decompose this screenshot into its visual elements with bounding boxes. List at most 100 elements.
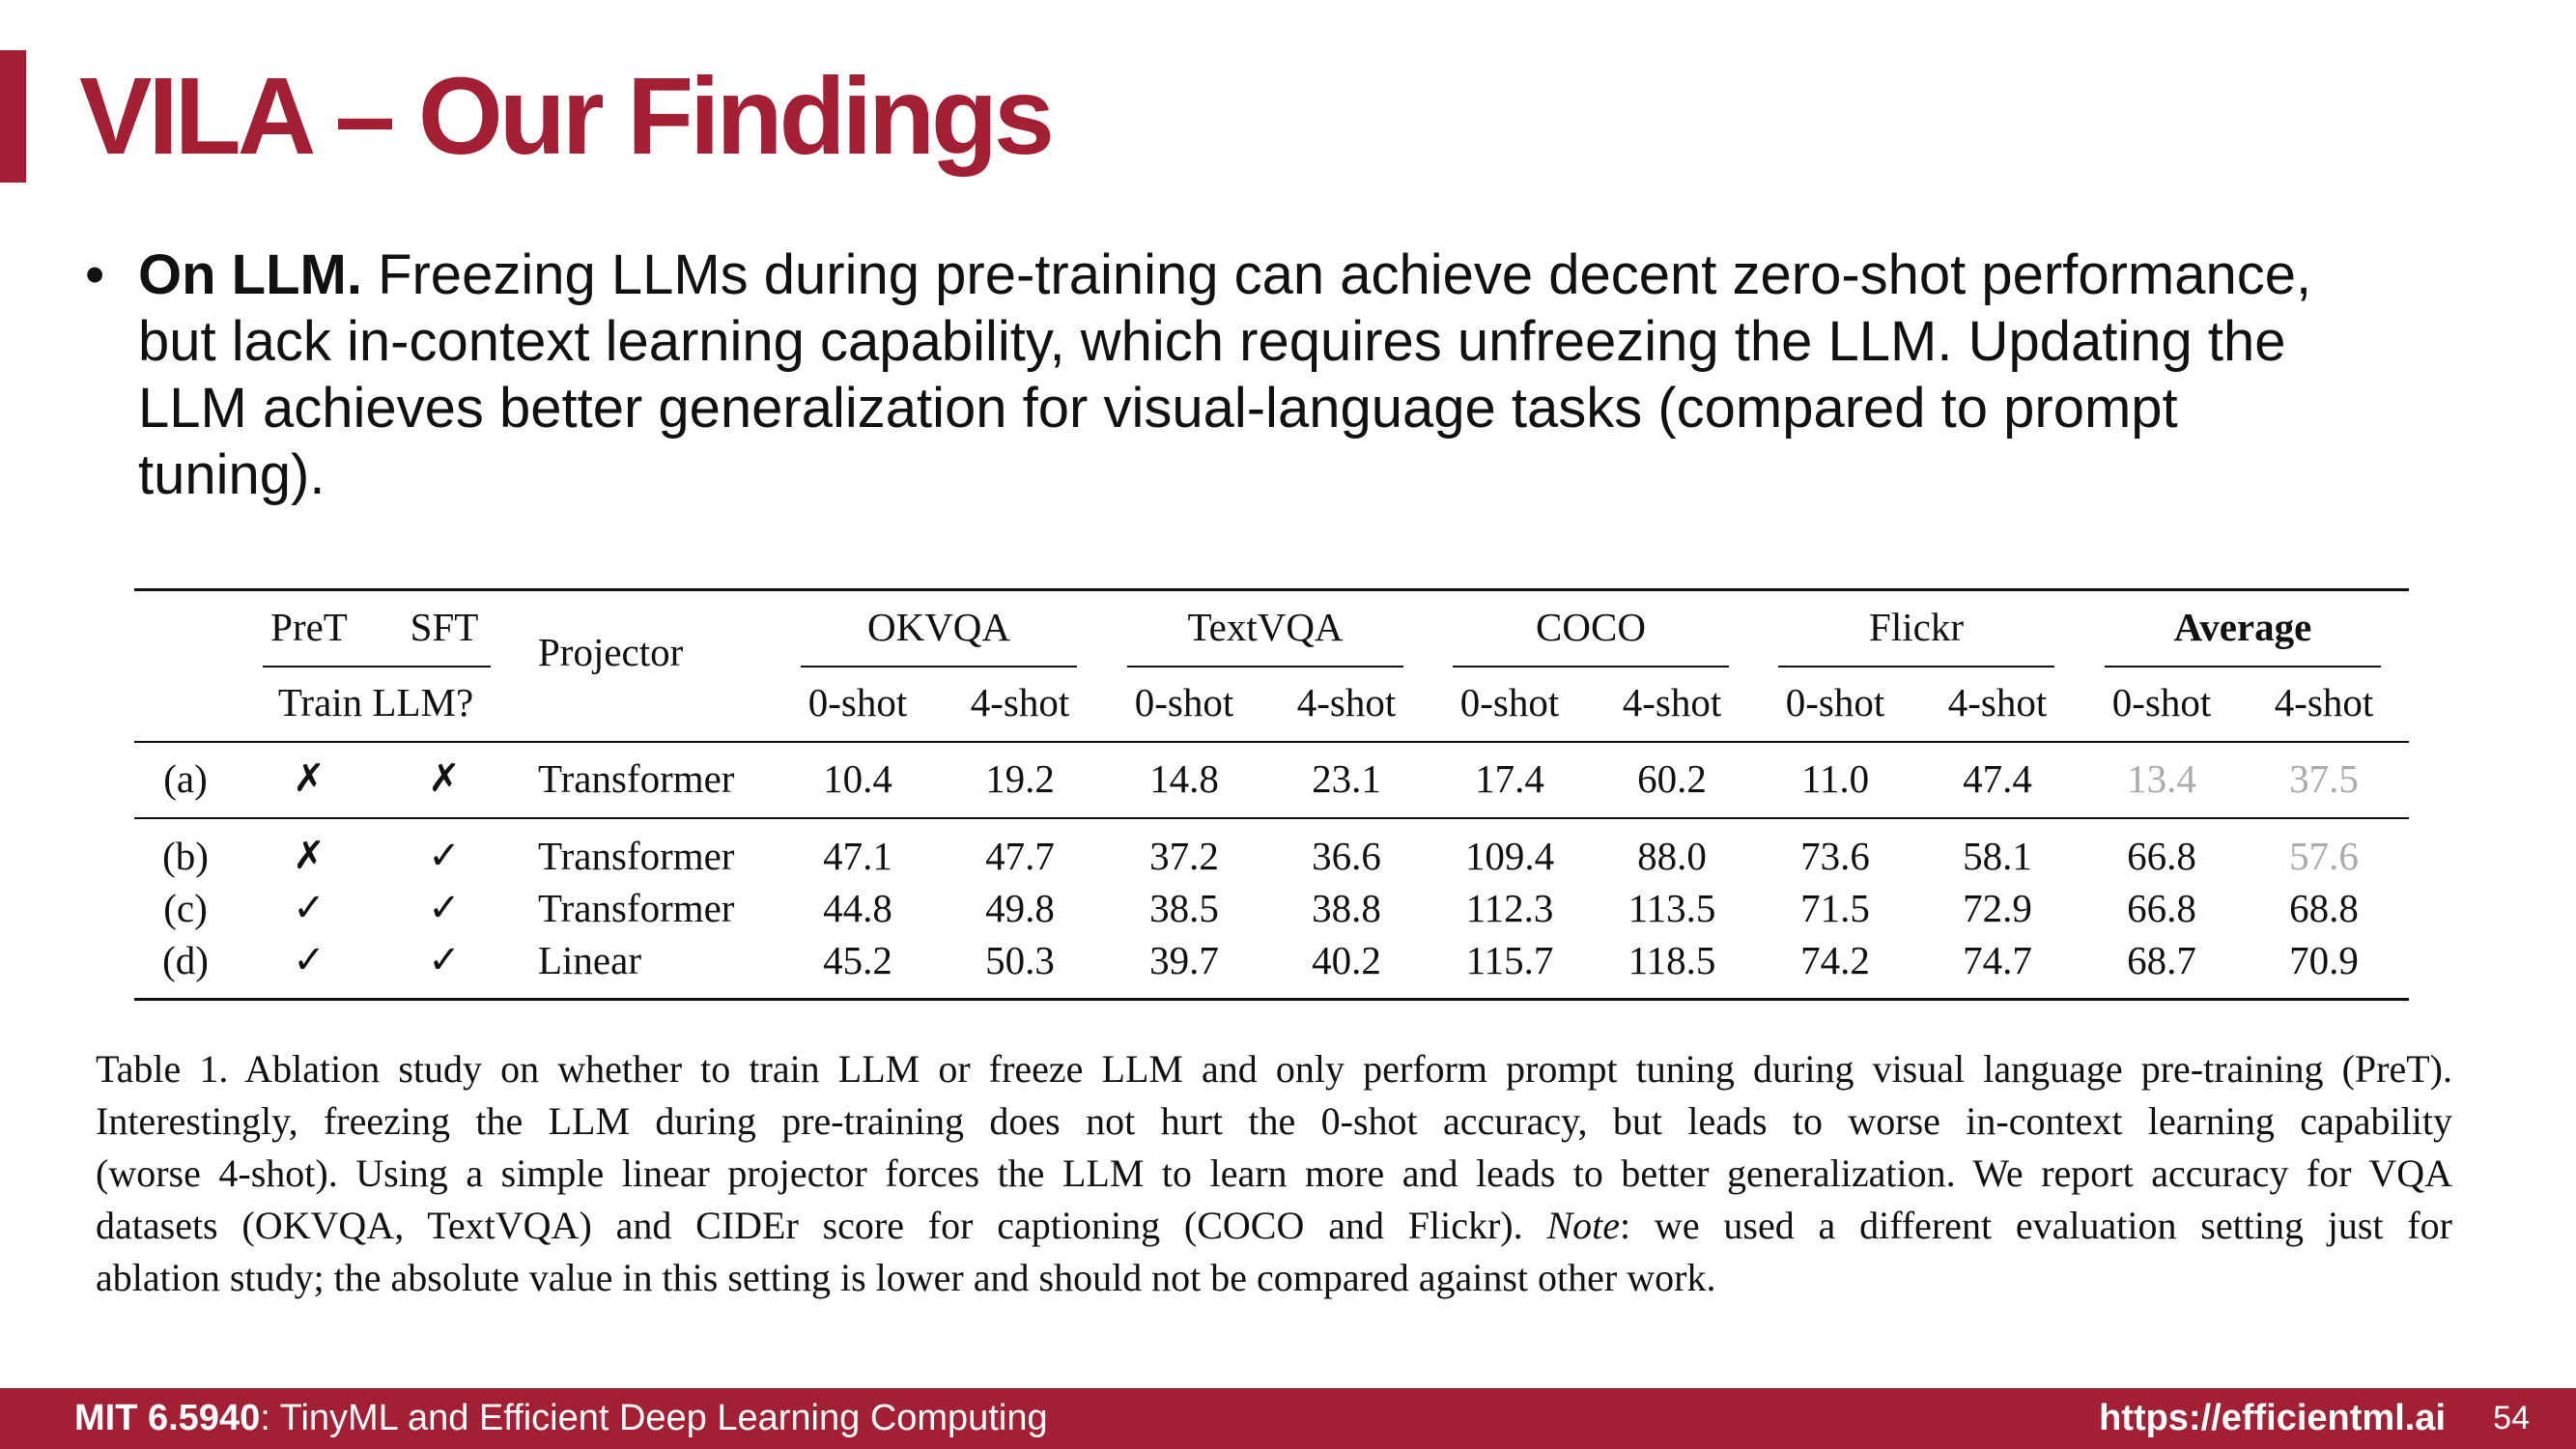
header-group-rule: [1778, 666, 2054, 668]
projector-cell: Transformer: [538, 834, 735, 878]
value-cell: 36.6: [1312, 834, 1381, 878]
pret-mark-icon: ✗: [293, 834, 326, 878]
header-group-1: TextVQA: [1187, 605, 1344, 649]
value-cell: 47.1: [823, 834, 892, 878]
header-group-rule: [2105, 666, 2381, 668]
value-cell: 68.7: [2127, 938, 2196, 982]
bullet-point: • On LLM. Freezing LLMs during pre-train…: [85, 242, 2480, 508]
footer-course: MIT 6.5940: TinyML and Efficient Deep Le…: [74, 1388, 1048, 1449]
value-cell: 57.6: [2289, 834, 2359, 878]
header-shot: 4-shot: [1622, 680, 1722, 724]
sft-mark-icon: ✓: [428, 834, 461, 878]
caption-line-4: datasets (OKVQA, TextVQA) and CIDEr scor…: [96, 1200, 2452, 1252]
value-cell: 11.0: [1800, 756, 1870, 801]
slide-title: VILA – Our Findings: [79, 55, 1055, 177]
header-group-rule: [1127, 666, 1403, 668]
sft-mark-icon: ✓: [428, 938, 461, 982]
header-shot: 4-shot: [1296, 680, 1397, 724]
footer-course-name: : TinyML and Efficient Deep Learning Com…: [260, 1398, 1048, 1438]
title-accent-bar: [0, 50, 26, 183]
page-number: 54: [2493, 1400, 2530, 1436]
caption-line-3: (worse 4-shot). Using a simple linear pr…: [96, 1151, 2452, 1195]
header-shot: 4-shot: [1947, 680, 2048, 724]
value-cell: 45.2: [823, 938, 892, 982]
caption-line-4-post: : we used a different evaluation setting…: [1620, 1204, 2453, 1247]
value-cell: 40.2: [1312, 938, 1381, 982]
pret-mark-icon: ✓: [293, 886, 326, 930]
header-pret-sft-rule: [263, 666, 491, 668]
footer-course-code: MIT 6.5940: [74, 1398, 261, 1438]
sft-mark-icon: ✗: [428, 756, 461, 801]
value-cell: 38.5: [1149, 886, 1219, 930]
bullet-dot-icon: •: [85, 243, 105, 306]
header-projector: Projector: [538, 630, 684, 674]
header-group-3: Flickr: [1869, 605, 1964, 649]
pret-mark-icon: ✗: [293, 756, 326, 801]
projector-cell: Linear: [538, 938, 641, 982]
bullet-line-2: but lack in-context learning capability,…: [138, 310, 2286, 373]
footer-bar: MIT 6.5940: TinyML and Efficient Deep Le…: [0, 1388, 2576, 1449]
value-cell: 74.2: [1800, 938, 1870, 982]
ablation-table: PreT SFT Train LLM? Projector OKVQA 0-sho…: [134, 588, 2409, 1001]
row-id: (d): [162, 938, 209, 982]
header-group-4: Average: [2173, 605, 2312, 649]
projector-cell: Transformer: [538, 756, 735, 801]
caption-line-2: Interestingly, freezing the LLM during p…: [96, 1099, 2452, 1143]
header-pret: PreT: [270, 605, 348, 649]
value-cell: 49.8: [985, 886, 1055, 930]
value-cell: 38.8: [1312, 886, 1381, 930]
header-shot: 0-shot: [807, 680, 908, 724]
table-mid-rule: [134, 817, 2409, 819]
row-id: (c): [163, 886, 208, 930]
value-cell: 14.8: [1149, 756, 1219, 801]
table-header-rule: [134, 741, 2409, 743]
table-caption: Table 1. Ablation study on whether to tr…: [96, 1043, 2452, 1304]
header-shot: 4-shot: [2274, 680, 2374, 724]
value-cell: 115.7: [1465, 938, 1554, 982]
caption-note-label: Note: [1546, 1204, 1620, 1247]
value-cell: 66.8: [2127, 834, 2196, 878]
value-cell: 112.3: [1465, 886, 1554, 930]
header-sft: SFT: [410, 605, 479, 649]
value-cell: 70.9: [2289, 938, 2359, 982]
value-cell: 50.3: [985, 938, 1055, 982]
value-cell: 113.5: [1628, 886, 1716, 930]
row-id: (a): [163, 756, 208, 801]
table-bottom-rule: [134, 998, 2409, 1001]
bullet-line-3: LLM achieves better generalization for v…: [138, 377, 2178, 440]
header-shot: 4-shot: [970, 680, 1070, 724]
value-cell: 88.0: [1637, 834, 1707, 878]
sft-mark-icon: ✓: [428, 886, 461, 930]
bullet-text: On LLM. Freezing LLMs during pre-trainin…: [138, 242, 2480, 508]
value-cell: 71.5: [1800, 886, 1870, 930]
header-shot: 0-shot: [1459, 680, 1560, 724]
value-cell: 73.6: [1800, 834, 1870, 878]
value-cell: 58.1: [1963, 834, 2032, 878]
header-group-2: COCO: [1536, 605, 1646, 649]
value-cell: 44.8: [823, 886, 892, 930]
footer-url[interactable]: https://efficientml.ai: [2099, 1398, 2446, 1438]
value-cell: 60.2: [1637, 756, 1707, 801]
table-top-rule: [134, 588, 2409, 591]
row-id: (b): [162, 834, 209, 878]
projector-cell: Transformer: [538, 886, 735, 930]
header-group-0: OKVQA: [866, 605, 1011, 649]
pret-mark-icon: ✓: [293, 938, 326, 982]
value-cell: 47.7: [985, 834, 1055, 878]
value-cell: 68.8: [2289, 886, 2359, 930]
value-cell: 37.2: [1149, 834, 1219, 878]
value-cell: 23.1: [1312, 756, 1381, 801]
value-cell: 47.4: [1963, 756, 2032, 801]
value-cell: 37.5: [2289, 756, 2359, 801]
bullet-line-1: Freezing LLMs during pre-training can ac…: [361, 243, 2312, 306]
value-cell: 118.5: [1628, 938, 1716, 982]
header-group-rule: [801, 666, 1077, 668]
bullet-heading: On LLM.: [138, 243, 362, 306]
header-shot: 0-shot: [1134, 680, 1234, 724]
caption-line-1: Table 1. Ablation study on whether to tr…: [96, 1047, 2452, 1091]
caption-line-5: ablation study; the absolute value in th…: [96, 1256, 1716, 1299]
header-shot: 0-shot: [2111, 680, 2212, 724]
bullet-line-4: tuning).: [138, 443, 326, 506]
header-group-rule: [1453, 666, 1729, 668]
value-cell: 10.4: [823, 756, 892, 801]
